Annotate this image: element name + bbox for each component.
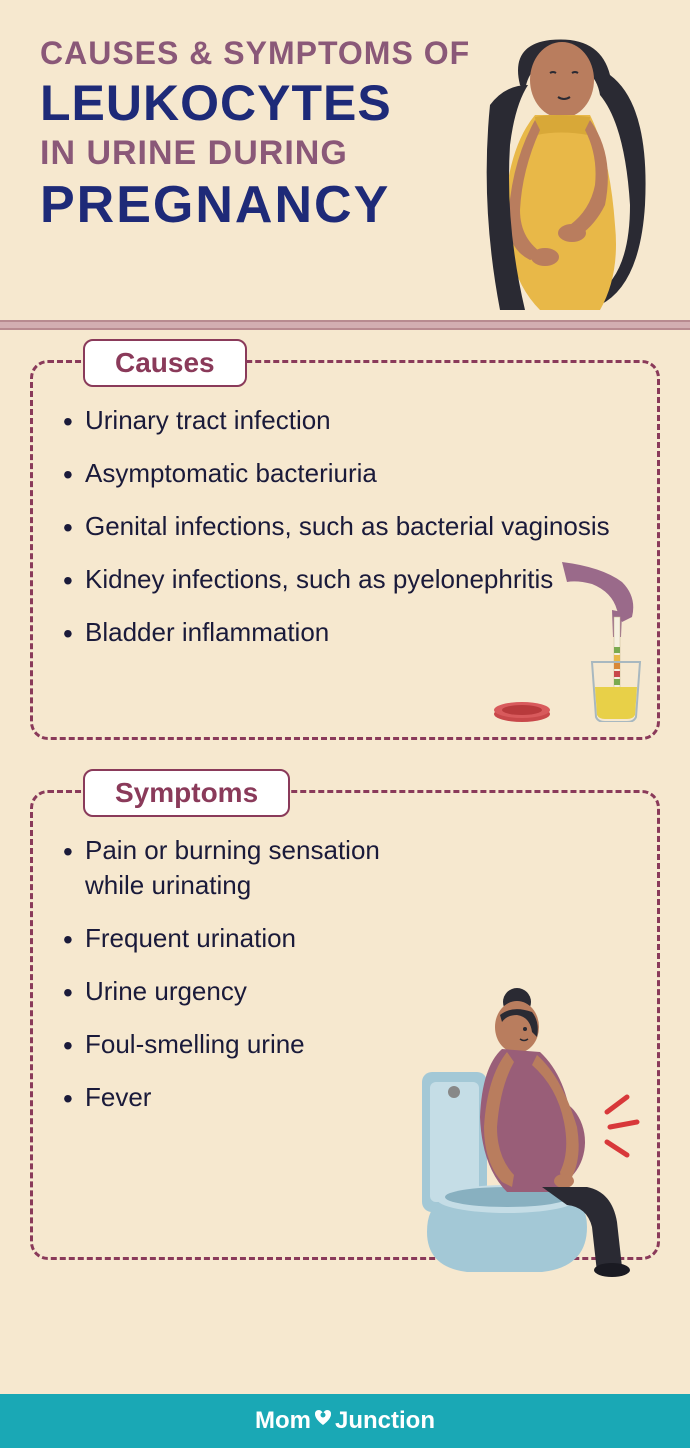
list-item: Pain or burning sensation while urinatin… (63, 833, 427, 903)
urine-test-illustration (482, 562, 642, 722)
woman-on-toilet-illustration (412, 967, 662, 1277)
causes-label: Causes (83, 339, 247, 387)
causes-section: Causes Urinary tract infection Asymptoma… (30, 360, 660, 740)
list-item: Urine urgency (63, 974, 427, 1009)
brand-text-left: Mom (255, 1407, 311, 1435)
content-area: Causes Urinary tract infection Asymptoma… (0, 330, 690, 1260)
pregnant-woman-illustration (450, 25, 680, 315)
list-item: Frequent urination (63, 921, 427, 956)
brand-text-right: Junction (335, 1407, 435, 1435)
footer: Mom Junction (0, 1394, 690, 1448)
list-item: Fever (63, 1080, 427, 1115)
list-item: Asymptomatic bacteriuria (63, 456, 627, 491)
symptoms-list: Pain or burning sensation while urinatin… (63, 833, 427, 1116)
brand-logo: Mom Junction (255, 1407, 435, 1435)
list-item: Urinary tract infection (63, 403, 627, 438)
symptoms-section: Symptoms Pain or burning sensation while… (30, 790, 660, 1260)
header: CAUSES & SYMPTOMS OF LEUKOCYTES IN URINE… (0, 0, 690, 320)
header-divider (0, 320, 690, 330)
symptoms-label: Symptoms (83, 769, 290, 817)
heart-icon (313, 1407, 333, 1432)
list-item: Genital infections, such as bacterial va… (63, 509, 627, 544)
list-item: Foul-smelling urine (63, 1027, 427, 1062)
